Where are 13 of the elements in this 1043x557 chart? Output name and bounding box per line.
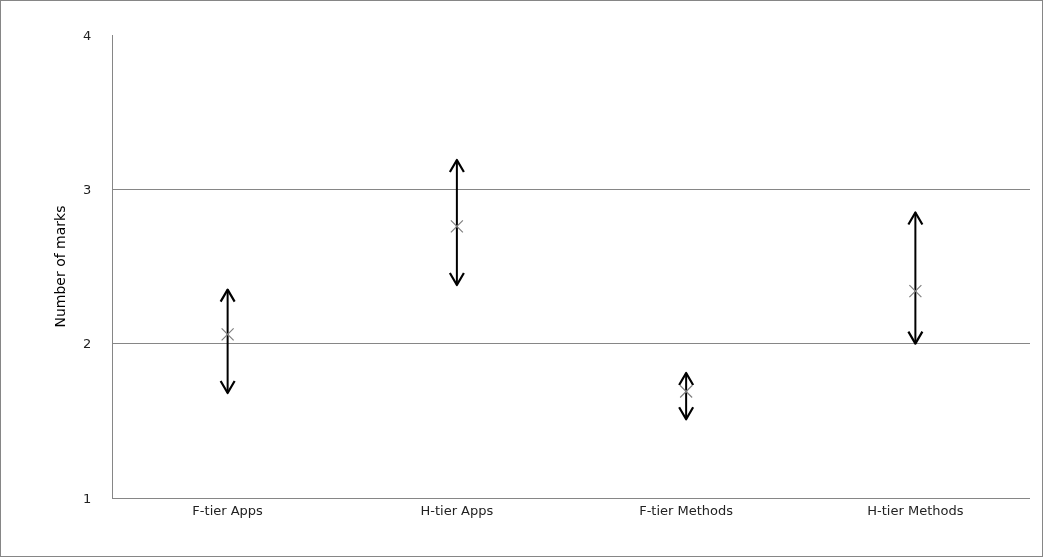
x-tick-label: H-tier Methods <box>867 502 964 518</box>
point <box>221 327 235 342</box>
point <box>908 284 922 298</box>
x-tick-label: F-tier Apps <box>192 502 264 518</box>
y-tick-label: 4 <box>83 27 92 43</box>
y-axis-title: Number of marks <box>51 205 68 328</box>
x-tick-label: H-tier Apps <box>420 502 494 518</box>
point <box>679 384 693 399</box>
y-tick-label: 1 <box>83 490 92 506</box>
point <box>450 219 464 233</box>
y-tick-label: 3 <box>83 181 92 197</box>
y-tick-label: 2 <box>83 336 92 352</box>
x-tick-label: F-tier Methods <box>639 502 734 518</box>
